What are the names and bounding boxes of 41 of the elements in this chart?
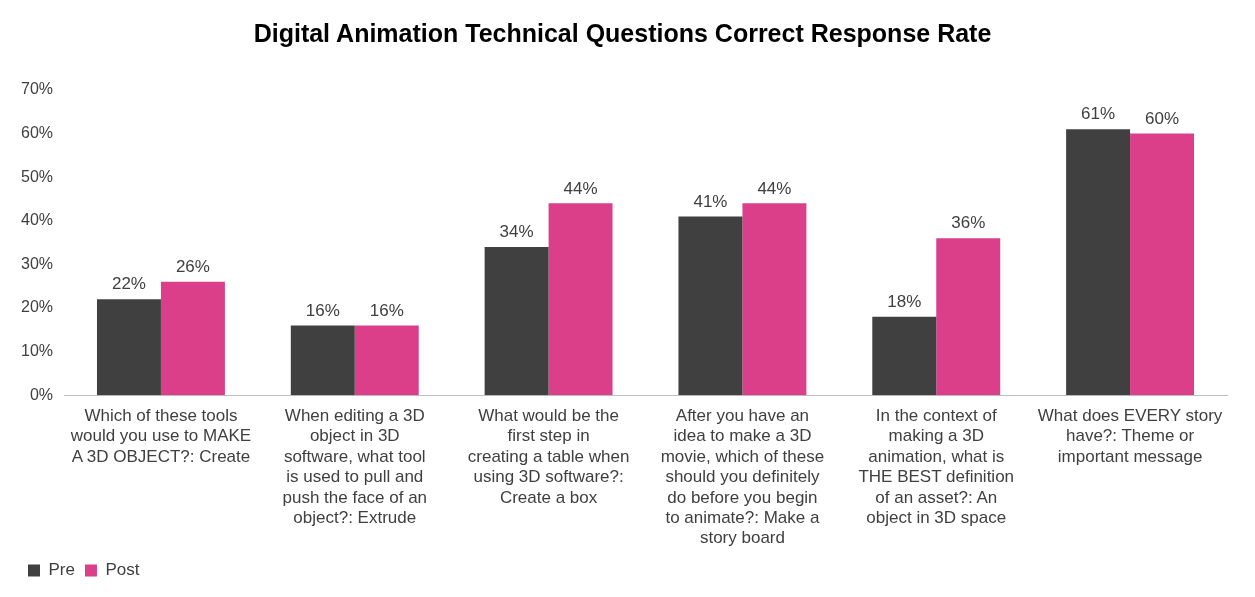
data-label: 34%	[499, 222, 534, 242]
bar	[354, 325, 419, 396]
y-tick-label: 30%	[20, 254, 54, 272]
data-label: 22%	[111, 274, 146, 294]
bar	[936, 238, 1001, 396]
legend-label: Pre	[48, 560, 75, 580]
y-tick-label: 60%	[20, 124, 54, 142]
x-tick-label: When editing a 3D object in 3D software, what tool is used to pull and push the face of an object?: Extrude	[282, 406, 428, 528]
data-label: 41%	[693, 191, 728, 211]
bar	[160, 281, 225, 396]
bar	[1130, 133, 1195, 396]
bar	[548, 203, 613, 396]
bar	[742, 203, 807, 396]
bar	[872, 316, 937, 396]
data-label: 44%	[757, 178, 792, 198]
y-tick-label: 10%	[20, 342, 54, 360]
data-label: 16%	[305, 300, 340, 320]
x-tick-label: After you have an idea to make a 3D movie, which of these should you definitely do before you begin to animate?: Make a story board	[660, 406, 825, 548]
bar	[678, 216, 743, 396]
y-tick-label: 0%	[29, 385, 54, 403]
x-tick-label: In the context of making a 3D animation, what is THE BEST definition of an asset?: An object in 3D space	[858, 406, 1015, 528]
x-tick-label: What does EVERY story have?: Theme or important message	[1037, 406, 1223, 466]
bar	[484, 246, 549, 396]
chart-title: Digital Animation Technical Questions Correct Response Rate	[253, 18, 992, 47]
bar	[1066, 129, 1131, 396]
data-label: 18%	[887, 291, 922, 311]
y-tick-label: 40%	[20, 211, 54, 229]
data-label: 26%	[175, 257, 210, 277]
y-tick-label: 70%	[20, 80, 54, 98]
legend-label: Post	[105, 560, 140, 580]
x-tick-label: Which of these tools would you use to MAKE A 3D OBJECT?: Create	[69, 406, 252, 466]
data-label: 60%	[1145, 108, 1180, 128]
bar	[96, 299, 161, 396]
y-tick-label: 20%	[20, 298, 54, 316]
x-tick-label: What would be the first step in creating a table when using 3D software?: Create a box	[467, 406, 630, 507]
data-label: 36%	[951, 213, 986, 233]
data-label: 16%	[369, 300, 404, 320]
data-label: 61%	[1081, 104, 1116, 124]
y-tick-label: 50%	[20, 167, 54, 185]
bar	[290, 325, 355, 396]
data-label: 44%	[563, 178, 598, 198]
